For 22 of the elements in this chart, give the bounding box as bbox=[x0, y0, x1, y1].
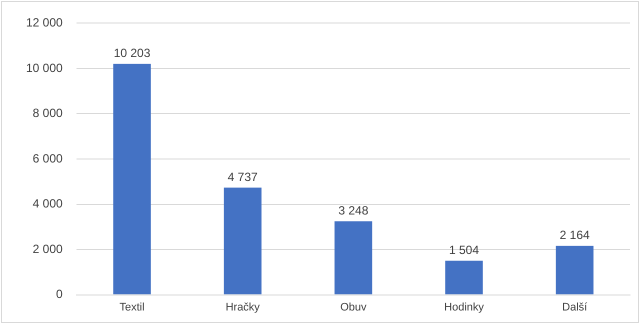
data-label: 1 504 bbox=[448, 243, 480, 258]
bar bbox=[334, 221, 372, 294]
y-tick-label: 0 bbox=[56, 287, 64, 302]
y-tick-label: 2 000 bbox=[32, 242, 64, 256]
bar bbox=[224, 188, 262, 294]
bar bbox=[113, 64, 151, 294]
x-tick-label: Další bbox=[562, 301, 588, 314]
data-label: 3 248 bbox=[338, 204, 369, 218]
y-tick-label: 10 000 bbox=[26, 60, 64, 75]
x-tick-label: Textil bbox=[120, 301, 145, 314]
data-label: 2 164 bbox=[560, 228, 590, 242]
y-tick-label: 6 000 bbox=[32, 151, 64, 166]
y-tick-label: 12 000 bbox=[26, 16, 64, 30]
data-label: 4 737 bbox=[228, 170, 258, 184]
x-tick-label: Hračky bbox=[226, 301, 260, 314]
data-label: 10 203 bbox=[114, 46, 151, 60]
y-tick-label: 4 000 bbox=[32, 196, 64, 211]
x-tick-label: Obuv bbox=[340, 301, 367, 314]
x-tick-label: Hodinky bbox=[444, 301, 484, 314]
bar bbox=[556, 246, 594, 294]
bar bbox=[445, 260, 483, 294]
y-tick-label: 8 000 bbox=[32, 106, 64, 120]
